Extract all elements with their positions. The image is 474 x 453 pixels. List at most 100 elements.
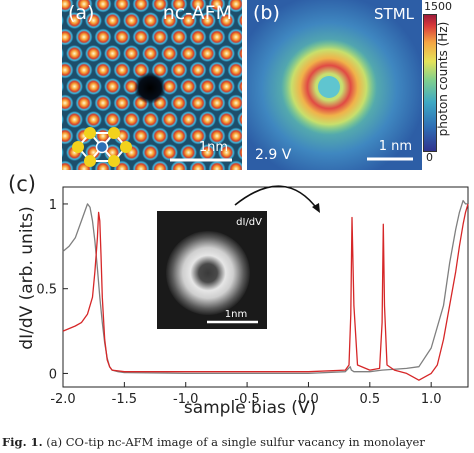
panel-c-label: (c)	[8, 172, 36, 196]
afm-spot	[62, 127, 74, 145]
afm-spot	[85, 12, 102, 29]
afm-spot	[208, 61, 226, 79]
y-tick-label: 1	[49, 198, 57, 213]
afm-spot	[189, 61, 207, 79]
x-tick-label: 0.0	[298, 392, 319, 405]
vacancy-spot	[134, 72, 166, 104]
afm-spot	[189, 160, 207, 170]
afm-spot	[170, 160, 188, 170]
afm-spot	[123, 12, 140, 29]
afm-spot	[180, 45, 197, 62]
afm-lattice	[62, 0, 242, 170]
afm-spot	[142, 111, 159, 128]
afm-spot	[85, 45, 102, 62]
afm-spot	[208, 0, 226, 13]
afm-spot	[62, 114, 64, 125]
afm-spot	[161, 12, 178, 29]
afm-spot	[199, 45, 216, 62]
plot-frame	[62, 186, 469, 388]
afm-spot	[104, 45, 121, 62]
afm-spot	[113, 28, 131, 46]
afm-spot	[199, 111, 216, 128]
x-tick-label: -1.5	[112, 392, 137, 405]
afm-spot	[199, 12, 216, 29]
afm-spot	[218, 78, 235, 95]
afm-spot	[104, 12, 121, 29]
afm-spot	[75, 94, 93, 112]
afm-spot	[170, 127, 188, 145]
afm-spot	[227, 94, 242, 112]
afm-spot	[62, 0, 74, 13]
afm-spot	[94, 61, 112, 79]
inset-image	[157, 211, 267, 329]
afm-spot	[62, 28, 74, 46]
afm-spot	[161, 144, 178, 161]
afm-spot	[94, 160, 112, 170]
afm-spot	[189, 94, 207, 112]
afm-spot	[75, 28, 93, 46]
panel-b-label: (b)	[253, 2, 280, 24]
afm-spot	[62, 81, 64, 92]
afm-spot	[62, 147, 64, 158]
x-tick-label: -1.0	[173, 392, 198, 405]
y-tick-label: 0	[49, 367, 57, 382]
afm-spot	[62, 15, 64, 26]
afm-spot	[94, 28, 112, 46]
afm-spot	[170, 61, 188, 79]
afm-spot	[62, 48, 64, 59]
afm-spot	[218, 111, 235, 128]
afm-spot	[208, 28, 226, 46]
afm-spot	[180, 78, 197, 95]
afm-spot	[227, 160, 242, 170]
arrow-head-icon	[312, 203, 320, 213]
panel-a: (a) nc-AFM 1nm	[62, 0, 242, 170]
afm-spot	[142, 144, 159, 161]
afm-spot	[170, 94, 188, 112]
afm-spot	[104, 111, 121, 128]
afm-spot	[132, 0, 150, 13]
x-tick-label: 1.0	[421, 392, 442, 405]
afm-spot	[66, 78, 83, 95]
afm-spot	[94, 0, 112, 13]
afm-spot	[113, 0, 131, 13]
caption-prefix: Fig. 1.	[2, 435, 43, 449]
afm-spot	[94, 94, 112, 112]
red-spectrum-line	[62, 203, 469, 381]
afm-spot	[237, 144, 242, 161]
colorbar-label: photon counts (Hz)	[436, 21, 450, 137]
afm-spot	[142, 12, 159, 29]
afm-spot	[151, 160, 169, 170]
afm-spot	[208, 127, 226, 145]
x-tick-label: -2.0	[50, 392, 75, 405]
stml-voltage: 2.9 V	[255, 147, 292, 163]
stml-map	[247, 0, 422, 170]
x-tick-label: -0.5	[234, 392, 259, 405]
afm-spot	[189, 0, 207, 13]
afm-scalebar-label: 1nm	[198, 140, 228, 155]
afm-spot	[208, 160, 226, 170]
arrow-icon	[234, 185, 319, 211]
inset-label: dI/dV	[236, 217, 262, 228]
afm-spot	[123, 45, 140, 62]
afm-spot	[237, 78, 242, 95]
afm-spot	[75, 61, 93, 79]
gray-spectrum-line	[62, 199, 468, 375]
colorbar-min: 0	[426, 151, 433, 164]
afm-spot	[66, 111, 83, 128]
afm-spot	[227, 28, 242, 46]
x-tick-label: 0.5	[359, 392, 380, 405]
afm-spot	[142, 45, 159, 62]
x-axis-label: sample bias (V)	[183, 398, 317, 418]
panel-b-title: STML	[374, 5, 414, 23]
afm-spot	[62, 160, 74, 170]
spectra-chart: -2.0 -1.5 -1.0 -0.5 0.0 0.5 1.0 0 0.5 1 dI/dV 1nm	[36, 185, 469, 405]
panel-b: (b) STML 2.9 V 1 nm	[247, 0, 422, 170]
caption-text: (a) CO-tip nc-AFM image of a single sulf…	[46, 435, 425, 449]
afm-spot	[75, 0, 93, 13]
afm-spot	[85, 111, 102, 128]
afm-spot	[180, 12, 197, 29]
y-tick-label: 0.5	[36, 283, 57, 298]
afm-spot	[218, 45, 235, 62]
afm-spot	[113, 61, 131, 79]
afm-spot	[189, 127, 207, 145]
